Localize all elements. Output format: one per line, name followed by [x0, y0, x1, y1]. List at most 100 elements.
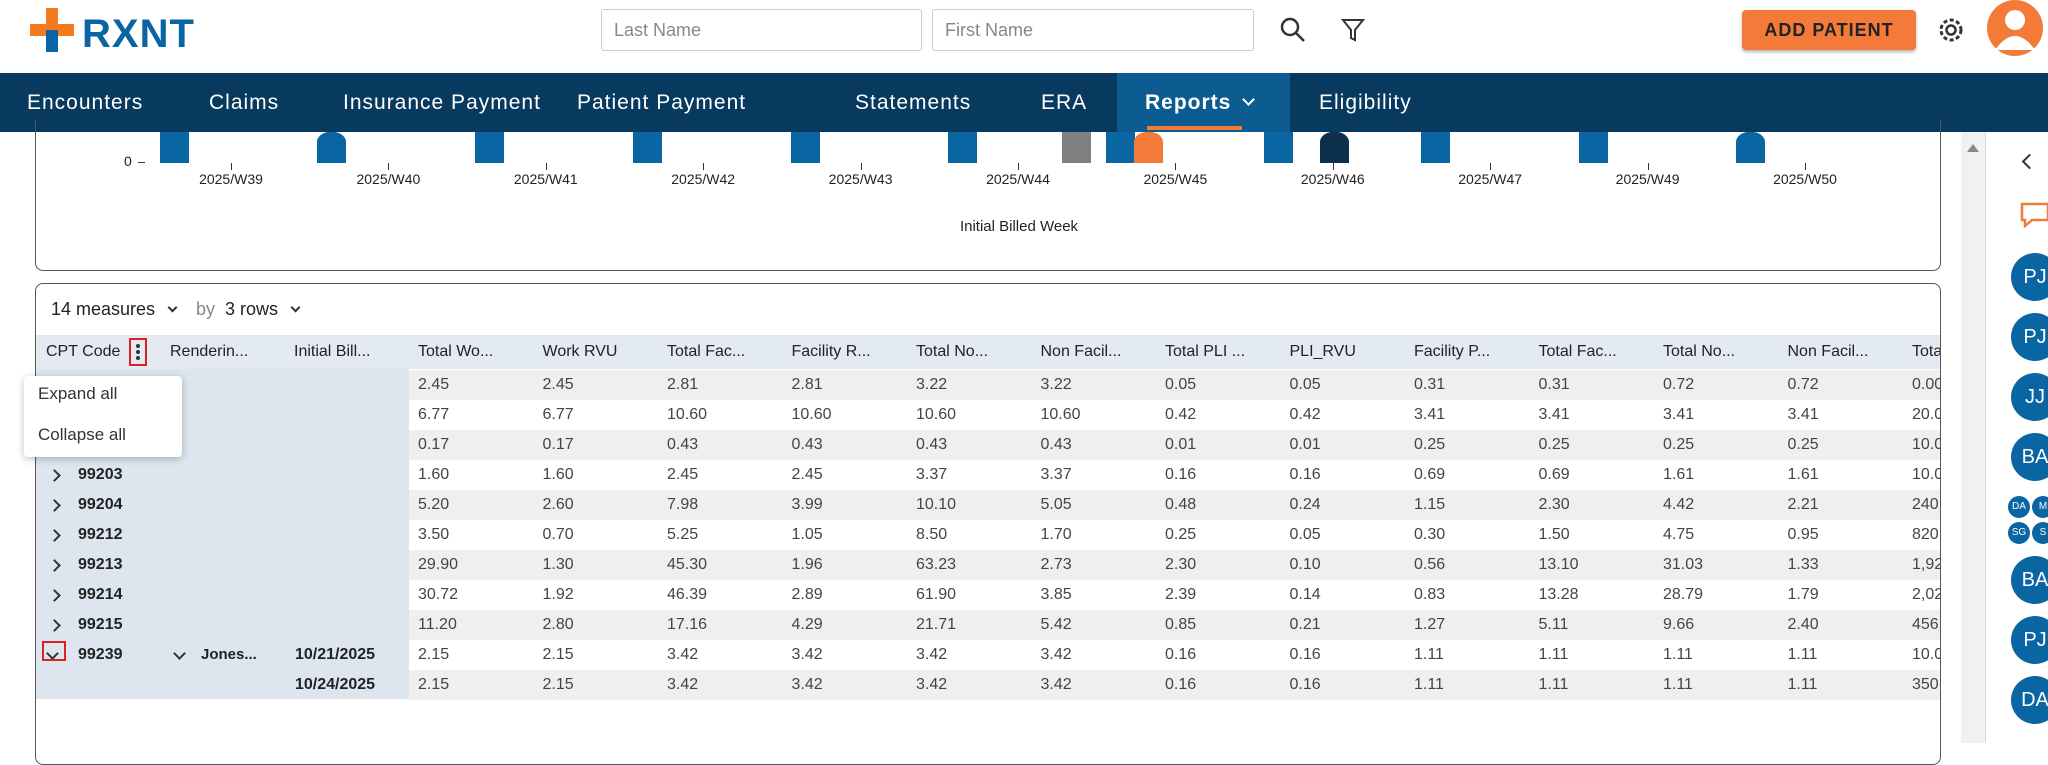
- value-cell: 3.41: [1414, 400, 1445, 430]
- column-header[interactable]: Initial Bill...: [294, 337, 370, 367]
- value-cell: 17.16: [667, 610, 707, 640]
- user-avatar[interactable]: [1982, 0, 2048, 58]
- add-patient-button[interactable]: ADD PATIENT: [1742, 10, 1916, 50]
- value-cell: 7.98: [667, 490, 698, 520]
- column-header[interactable]: Total PLI ...: [1165, 337, 1245, 367]
- column-header[interactable]: Total Wo...: [418, 337, 493, 367]
- menu-item[interactable]: Collapse all: [38, 425, 126, 445]
- value-cell: 3.50: [418, 520, 449, 550]
- menu-item[interactable]: Expand all: [38, 384, 117, 404]
- value-cell: 6.77: [543, 400, 574, 430]
- avatar-small[interactable]: S: [2032, 522, 2048, 544]
- value-cell: 0.16: [1165, 640, 1196, 670]
- value-cell: 13.10: [1539, 550, 1579, 580]
- column-header[interactable]: PLI_RVU: [1290, 337, 1356, 367]
- value-cell: 0.56: [1414, 550, 1445, 580]
- value-cell: 0.95: [1788, 520, 1819, 550]
- value-cell: 0.00: [1912, 370, 1941, 400]
- x-tick-label: 2025/W45: [1115, 171, 1235, 187]
- value-cell: 0.30: [1414, 520, 1445, 550]
- x-tick-label: 2025/W47: [1430, 171, 1550, 187]
- column-header[interactable]: Facility R...: [792, 337, 871, 367]
- value-cell: 1.92: [543, 580, 574, 610]
- chat-icon[interactable]: [2020, 202, 2048, 228]
- value-cell: 0.16: [1290, 670, 1321, 700]
- column-header[interactable]: Total No...: [1663, 337, 1735, 367]
- chart-bars: [0, 132, 1960, 272]
- column-header[interactable]: Facility P...: [1414, 337, 1490, 367]
- value-cell: 10.60: [1041, 400, 1081, 430]
- value-cell: 2.73: [1041, 550, 1072, 580]
- column-menu-button[interactable]: [129, 338, 147, 366]
- value-cell: 46.39: [667, 580, 707, 610]
- value-cell: 10.0: [1912, 430, 1941, 460]
- value-cell: 3.42: [916, 670, 947, 700]
- value-cell: 0.16: [1290, 460, 1321, 490]
- value-cell: 3.22: [1041, 370, 1072, 400]
- value-cell: 21.71: [916, 610, 956, 640]
- value-cell: 5.42: [1041, 610, 1072, 640]
- value-cell: 0.48: [1165, 490, 1196, 520]
- value-cell: 1.11: [1663, 640, 1693, 670]
- value-cell: 3.42: [916, 640, 947, 670]
- avatar-small[interactable]: M: [2032, 496, 2048, 518]
- search-icon[interactable]: [1280, 17, 1306, 43]
- value-cell: 1.11: [1539, 670, 1569, 700]
- value-cell: 0.69: [1414, 460, 1445, 490]
- value-cell: 0.70: [543, 520, 574, 550]
- top-bar: RXNT Last Name First Name ADD PATIENT: [0, 0, 2048, 72]
- value-cell: 28.79: [1663, 580, 1703, 610]
- column-header[interactable]: Total Fac...: [1539, 337, 1617, 367]
- column-header[interactable]: Total Fac...: [667, 337, 745, 367]
- value-cell: 3.41: [1663, 400, 1694, 430]
- value-cell: 2.21: [1788, 490, 1819, 520]
- value-cell: 0.16: [1165, 670, 1196, 700]
- column-header[interactable]: Non Facil...: [1041, 337, 1122, 367]
- value-cell: 13.28: [1539, 580, 1579, 610]
- value-cell: 0.43: [667, 430, 698, 460]
- scroll-up-arrow[interactable]: [1967, 138, 1979, 152]
- value-cell: 5.25: [667, 520, 698, 550]
- last-name-input[interactable]: Last Name: [601, 9, 922, 51]
- column-header[interactable]: Work RVU: [543, 337, 618, 367]
- logo-text: RXNT: [82, 12, 195, 57]
- value-cell: 3.99: [792, 490, 823, 520]
- value-cell: 0.25: [1663, 430, 1694, 460]
- value-cell: 2.45: [792, 460, 823, 490]
- value-cell: 2.15: [418, 640, 449, 670]
- value-cell: 0.17: [543, 430, 574, 460]
- column-header[interactable]: Total No...: [916, 337, 988, 367]
- value-cell: 2.15: [418, 670, 449, 700]
- x-tick-label: 2025/W43: [801, 171, 921, 187]
- value-cell: 1.70: [1041, 520, 1072, 550]
- value-cell: 1.11: [1663, 670, 1693, 700]
- value-cell: 0.83: [1414, 580, 1445, 610]
- filter-icon[interactable]: [1341, 17, 1365, 43]
- kebab-icon: [131, 340, 145, 364]
- x-tick-label: 2025/W41: [486, 171, 606, 187]
- column-header[interactable]: Tota: [1912, 337, 1941, 367]
- column-header[interactable]: Renderin...: [170, 337, 248, 367]
- column-header[interactable]: CPT Code: [46, 337, 120, 367]
- column-header[interactable]: Non Facil...: [1788, 337, 1869, 367]
- value-cell: 1.11: [1788, 670, 1818, 700]
- value-cell: 1.11: [1788, 640, 1818, 670]
- value-cell: 63.23: [916, 550, 956, 580]
- x-tick-label: 2025/W50: [1745, 171, 1865, 187]
- value-cell: 2.30: [1539, 490, 1570, 520]
- value-cell: 0.43: [792, 430, 823, 460]
- provider: Jones...: [201, 640, 257, 670]
- value-cell: 45.30: [667, 550, 707, 580]
- value-cell: 2.15: [543, 640, 574, 670]
- avatar-small[interactable]: SG: [2008, 522, 2030, 544]
- avatar-small[interactable]: DA: [2008, 496, 2030, 518]
- value-cell: 11.20: [418, 610, 457, 640]
- first-name-input[interactable]: First Name: [932, 9, 1254, 51]
- value-cell: 5.20: [418, 490, 449, 520]
- value-cell: 2.81: [792, 370, 823, 400]
- value-cell: 0.31: [1414, 370, 1445, 400]
- value-cell: 0.85: [1165, 610, 1196, 640]
- settings-icon[interactable]: [1936, 15, 1966, 45]
- x-tick-label: 2025/W40: [328, 171, 448, 187]
- table: CPT Code Renderin... Initial Bill... Total …: [36, 284, 1940, 764]
